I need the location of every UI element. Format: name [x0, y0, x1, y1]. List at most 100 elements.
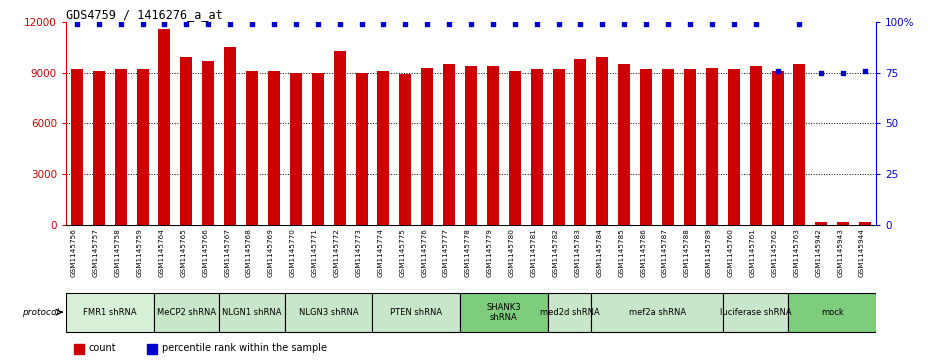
Point: [857, 68, 872, 73]
Text: GSM1145776: GSM1145776: [421, 228, 428, 277]
Point: [617, 21, 632, 27]
Bar: [553, 69, 564, 225]
Text: GSM1145757: GSM1145757: [92, 228, 99, 277]
Bar: [378, 71, 389, 225]
Text: mef2a shRNA: mef2a shRNA: [628, 308, 686, 317]
Text: FMR1 shRNA: FMR1 shRNA: [83, 308, 137, 317]
Point: [442, 21, 457, 27]
Text: luciferase shRNA: luciferase shRNA: [720, 308, 791, 317]
Bar: [706, 68, 718, 225]
Bar: [575, 59, 587, 225]
Bar: [312, 73, 324, 225]
Text: GSM1145777: GSM1145777: [443, 228, 449, 277]
Bar: [530, 69, 543, 225]
Point: [594, 21, 609, 27]
Bar: [284, 293, 372, 332]
Text: GSM1145778: GSM1145778: [465, 228, 471, 277]
Text: GSM1145760: GSM1145760: [728, 228, 734, 277]
Point: [376, 21, 391, 27]
Text: GSM1145781: GSM1145781: [530, 228, 537, 277]
Text: GSM1145780: GSM1145780: [509, 228, 514, 277]
Point: [398, 21, 413, 27]
Text: GSM1145764: GSM1145764: [158, 228, 165, 277]
Text: GSM1145759: GSM1145759: [137, 228, 142, 277]
Point: [485, 21, 500, 27]
Point: [726, 21, 741, 27]
Bar: [290, 73, 301, 225]
Text: NLGN1 shRNA: NLGN1 shRNA: [222, 308, 282, 317]
Bar: [641, 69, 652, 225]
Point: [91, 21, 106, 27]
Point: [354, 21, 369, 27]
Text: GSM1145775: GSM1145775: [399, 228, 405, 277]
Point: [836, 70, 851, 76]
Text: GSM1145785: GSM1145785: [618, 228, 625, 277]
Text: GSM1145756: GSM1145756: [71, 228, 77, 277]
Point: [157, 21, 172, 27]
Text: GSM1145772: GSM1145772: [333, 228, 340, 277]
Bar: [460, 293, 547, 332]
Point: [420, 21, 435, 27]
Text: percentile rank within the sample: percentile rank within the sample: [161, 343, 327, 354]
Bar: [662, 69, 674, 225]
Bar: [74, 344, 84, 354]
Bar: [115, 69, 126, 225]
Bar: [771, 71, 784, 225]
Text: GSM1145763: GSM1145763: [793, 228, 800, 277]
Point: [463, 21, 479, 27]
Bar: [147, 344, 156, 354]
Point: [551, 21, 566, 27]
Text: count: count: [89, 343, 116, 354]
Bar: [837, 222, 850, 225]
Bar: [465, 66, 477, 225]
Text: PTEN shRNA: PTEN shRNA: [390, 308, 443, 317]
Point: [179, 21, 194, 27]
Text: GSM1145787: GSM1145787: [662, 228, 668, 277]
Bar: [224, 47, 236, 225]
Point: [639, 21, 654, 27]
Bar: [137, 69, 149, 225]
Text: protocol: protocol: [23, 308, 59, 317]
Text: GSM1145944: GSM1145944: [859, 228, 865, 277]
Bar: [399, 74, 412, 225]
Text: GSM1145770: GSM1145770: [290, 228, 296, 277]
Text: GSM1145779: GSM1145779: [487, 228, 493, 277]
Bar: [355, 73, 367, 225]
Point: [748, 21, 763, 27]
Bar: [816, 222, 827, 225]
Bar: [421, 68, 433, 225]
Point: [573, 21, 588, 27]
Point: [201, 21, 216, 27]
Point: [70, 21, 85, 27]
Bar: [592, 293, 723, 332]
Text: GSM1145784: GSM1145784: [596, 228, 602, 277]
Point: [222, 21, 237, 27]
Bar: [547, 293, 592, 332]
Text: GSM1145783: GSM1145783: [575, 228, 580, 277]
Bar: [728, 69, 739, 225]
Point: [267, 21, 282, 27]
Point: [814, 70, 829, 76]
Bar: [750, 66, 762, 225]
Text: GSM1145761: GSM1145761: [750, 228, 755, 277]
Bar: [66, 293, 154, 332]
Text: GSM1145942: GSM1145942: [816, 228, 821, 277]
Text: GSM1145943: GSM1145943: [837, 228, 843, 277]
Point: [310, 21, 325, 27]
Bar: [788, 293, 876, 332]
Text: NLGN3 shRNA: NLGN3 shRNA: [299, 308, 359, 317]
Text: GSM1145765: GSM1145765: [180, 228, 187, 277]
Bar: [333, 50, 346, 225]
Point: [507, 21, 522, 27]
Bar: [71, 69, 83, 225]
Bar: [487, 66, 499, 225]
Bar: [723, 293, 788, 332]
Bar: [219, 293, 284, 332]
Text: MeCP2 shRNA: MeCP2 shRNA: [156, 308, 216, 317]
Text: GSM1145766: GSM1145766: [203, 228, 208, 277]
Bar: [372, 293, 460, 332]
Bar: [203, 61, 214, 225]
Point: [288, 21, 303, 27]
Text: GSM1145774: GSM1145774: [378, 228, 383, 277]
Text: GSM1145769: GSM1145769: [268, 228, 274, 277]
